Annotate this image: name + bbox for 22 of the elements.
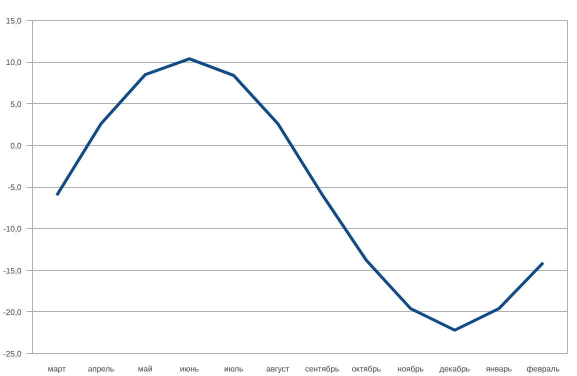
x-tick-label: февраль [526,364,560,374]
y-tick-label: -15,0 [3,266,22,276]
y-tick-label: 10,0 [6,58,22,68]
x-tick-label: апрель [88,364,114,374]
y-tick-label: -20,0 [3,308,22,317]
x-tick-label: март [48,364,66,374]
y-tick-label: 0,0 [10,141,22,150]
x-tick-label: сентябрь [305,364,340,374]
x-tick-label: декабрь [440,364,470,374]
y-tick-label: -10,0 [3,224,22,234]
x-tick-label: июль [224,364,244,374]
x-tick-label: август [266,364,290,374]
x-tick-label: январь [486,364,512,374]
line-series [55,57,545,332]
x-tick-label: июнь [180,364,199,374]
y-tick-label: -25,0 [3,350,22,358]
x-tick-label: май [138,364,152,374]
x-tick-label: ноябрь [397,364,424,374]
y-tick-label: 15,0 [6,16,22,26]
y-tick-label: -5,0 [8,183,22,192]
x-tick-label: октябрь [352,364,381,374]
y-tick-label: 5,0 [10,100,22,109]
